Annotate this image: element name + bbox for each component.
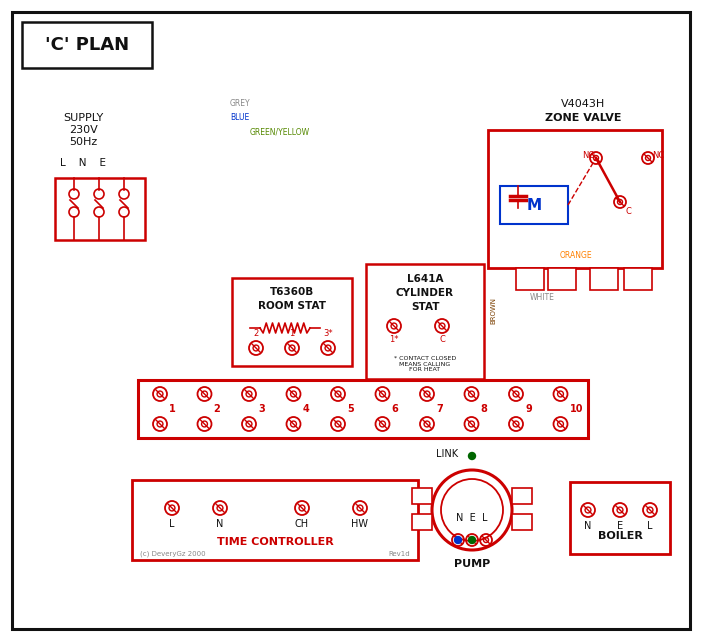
Text: * CONTACT CLOSED
MEANS CALLING
FOR HEAT: * CONTACT CLOSED MEANS CALLING FOR HEAT <box>394 356 456 372</box>
Text: 1*: 1* <box>389 335 399 344</box>
Text: 1: 1 <box>289 329 295 338</box>
FancyBboxPatch shape <box>500 186 568 224</box>
Text: L    N    E: L N E <box>60 158 106 168</box>
Text: 6: 6 <box>392 404 398 414</box>
FancyBboxPatch shape <box>512 488 532 504</box>
Text: 9: 9 <box>525 404 531 414</box>
Text: L: L <box>169 519 175 529</box>
Text: N: N <box>216 519 224 529</box>
Text: GREEN/YELLOW: GREEN/YELLOW <box>250 128 310 137</box>
Text: SUPPLY
230V
50Hz: SUPPLY 230V 50Hz <box>63 113 103 147</box>
Text: 7: 7 <box>436 404 443 414</box>
Text: BLUE: BLUE <box>230 113 249 122</box>
FancyBboxPatch shape <box>548 268 576 290</box>
FancyBboxPatch shape <box>624 268 652 290</box>
Text: CH: CH <box>295 519 309 529</box>
Text: NO: NO <box>582 151 595 160</box>
FancyBboxPatch shape <box>412 514 432 530</box>
FancyBboxPatch shape <box>22 22 152 68</box>
Text: T6360B: T6360B <box>270 287 314 297</box>
FancyBboxPatch shape <box>55 178 145 240</box>
Text: ZONE VALVE: ZONE VALVE <box>545 113 621 123</box>
Text: 'C' PLAN: 'C' PLAN <box>45 36 129 54</box>
Text: WHITE: WHITE <box>530 294 555 303</box>
Circle shape <box>454 537 461 544</box>
Text: E: E <box>617 521 623 531</box>
Text: NC: NC <box>652 151 664 160</box>
Text: L: L <box>647 521 653 531</box>
Text: C: C <box>625 208 631 217</box>
Text: L641A: L641A <box>406 274 443 284</box>
Text: CYLINDER: CYLINDER <box>396 288 454 298</box>
FancyBboxPatch shape <box>366 264 484 379</box>
Text: 8: 8 <box>480 404 487 414</box>
Text: HW: HW <box>352 519 369 529</box>
FancyBboxPatch shape <box>590 268 618 290</box>
FancyBboxPatch shape <box>412 488 432 504</box>
FancyBboxPatch shape <box>132 480 418 560</box>
Text: M: M <box>526 197 541 213</box>
FancyBboxPatch shape <box>516 268 544 290</box>
FancyBboxPatch shape <box>488 130 662 268</box>
FancyBboxPatch shape <box>138 380 588 438</box>
FancyBboxPatch shape <box>232 278 352 366</box>
Text: BOILER: BOILER <box>597 531 642 541</box>
Text: TIME CONTROLLER: TIME CONTROLLER <box>217 537 333 547</box>
Text: 10: 10 <box>569 404 583 414</box>
Text: N  E  L: N E L <box>456 513 488 523</box>
Text: 3*: 3* <box>323 329 333 338</box>
Circle shape <box>468 537 475 544</box>
FancyBboxPatch shape <box>512 514 532 530</box>
Text: ORANGE: ORANGE <box>560 251 592 260</box>
Text: N: N <box>584 521 592 531</box>
Text: 4: 4 <box>303 404 310 414</box>
Text: C: C <box>439 335 445 344</box>
Text: LINK: LINK <box>436 449 458 459</box>
Text: GREY: GREY <box>230 99 251 108</box>
Text: STAT: STAT <box>411 302 439 312</box>
Text: PUMP: PUMP <box>454 559 490 569</box>
Text: 5: 5 <box>347 404 354 414</box>
Text: Rev1d: Rev1d <box>388 551 410 557</box>
Text: BROWN: BROWN <box>490 297 496 324</box>
Circle shape <box>468 453 475 460</box>
Text: 3: 3 <box>258 404 265 414</box>
Text: V4043H: V4043H <box>561 99 605 109</box>
Text: 2: 2 <box>253 329 258 338</box>
Text: ROOM STAT: ROOM STAT <box>258 301 326 311</box>
FancyBboxPatch shape <box>12 12 690 629</box>
Text: 1: 1 <box>169 404 176 414</box>
Text: 2: 2 <box>213 404 220 414</box>
FancyBboxPatch shape <box>570 482 670 554</box>
Text: (c) DeveryGz 2000: (c) DeveryGz 2000 <box>140 551 206 557</box>
